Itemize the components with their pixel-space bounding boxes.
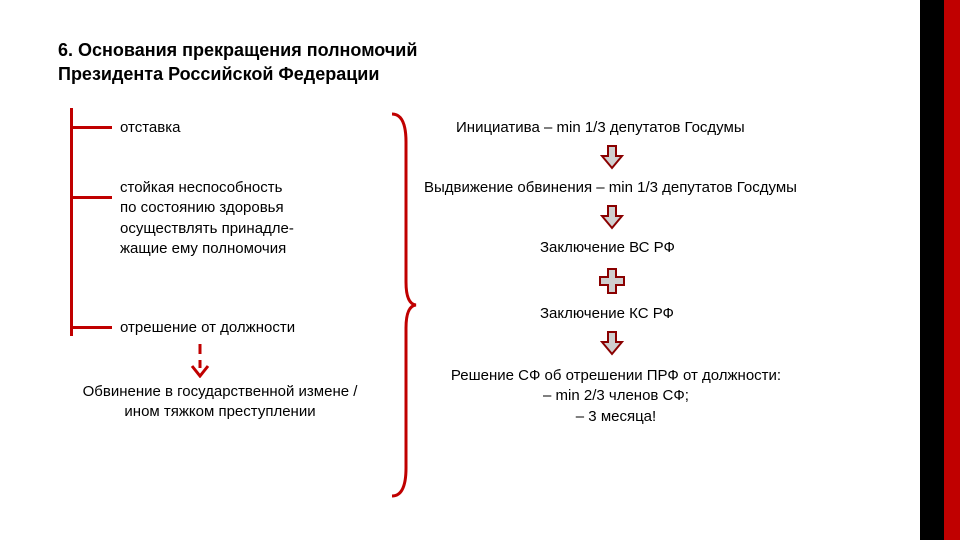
arrow-open-down-icon [190,342,216,378]
incapacity-l4: жащие ему полномочия [120,239,294,259]
side-stripe-red [944,0,960,540]
left-tick-3 [70,326,112,329]
step-accusation: Выдвижение обвинения – min 1/3 депутатов… [424,178,797,198]
decision-l2: – min 2/3 членов СФ; [436,386,796,406]
footnote-accusation: Обвинение в государственной измене / ино… [60,382,380,423]
incapacity-l2: по состоянию здоровья [120,198,294,218]
decision-l3: – 3 месяца! [436,407,796,427]
side-stripe-black [920,0,944,540]
arrow-down-icon [600,204,624,230]
step-supreme-court: Заключение ВС РФ [540,238,675,258]
decision-l1: Решение СФ об отрешении ПРФ от должности… [436,366,796,386]
left-vertical-bar [70,108,73,336]
incapacity-l3: осуществлять принадле- [120,219,294,239]
left-item-removal: отрешение от должности [120,318,295,338]
step-initiative: Инициатива – min 1/3 депутатов Госдумы [456,118,745,138]
arrow-down-icon [600,330,624,356]
title-line1: 6. Основания прекращения полномочий [58,38,417,62]
step-decision: Решение СФ об отрешении ПРФ от должности… [436,366,796,427]
plus-icon [597,266,627,296]
arrow-down-icon [600,144,624,170]
left-tick-1 [70,126,112,129]
page-title: 6. Основания прекращения полномочий През… [58,38,417,87]
footnote-l2: ином тяжком преступлении [60,402,380,422]
step-constitutional-court: Заключение КС РФ [540,304,674,324]
left-item-resignation: отставка [120,118,180,138]
left-item-incapacity: стойкая неспособность по состоянию здоро… [120,178,294,259]
title-line2: Президента Российской Федерации [58,62,417,86]
left-tick-2 [70,196,112,199]
footnote-l1: Обвинение в государственной измене / [60,382,380,402]
curly-bracket-icon [386,112,418,498]
incapacity-l1: стойкая неспособность [120,178,294,198]
